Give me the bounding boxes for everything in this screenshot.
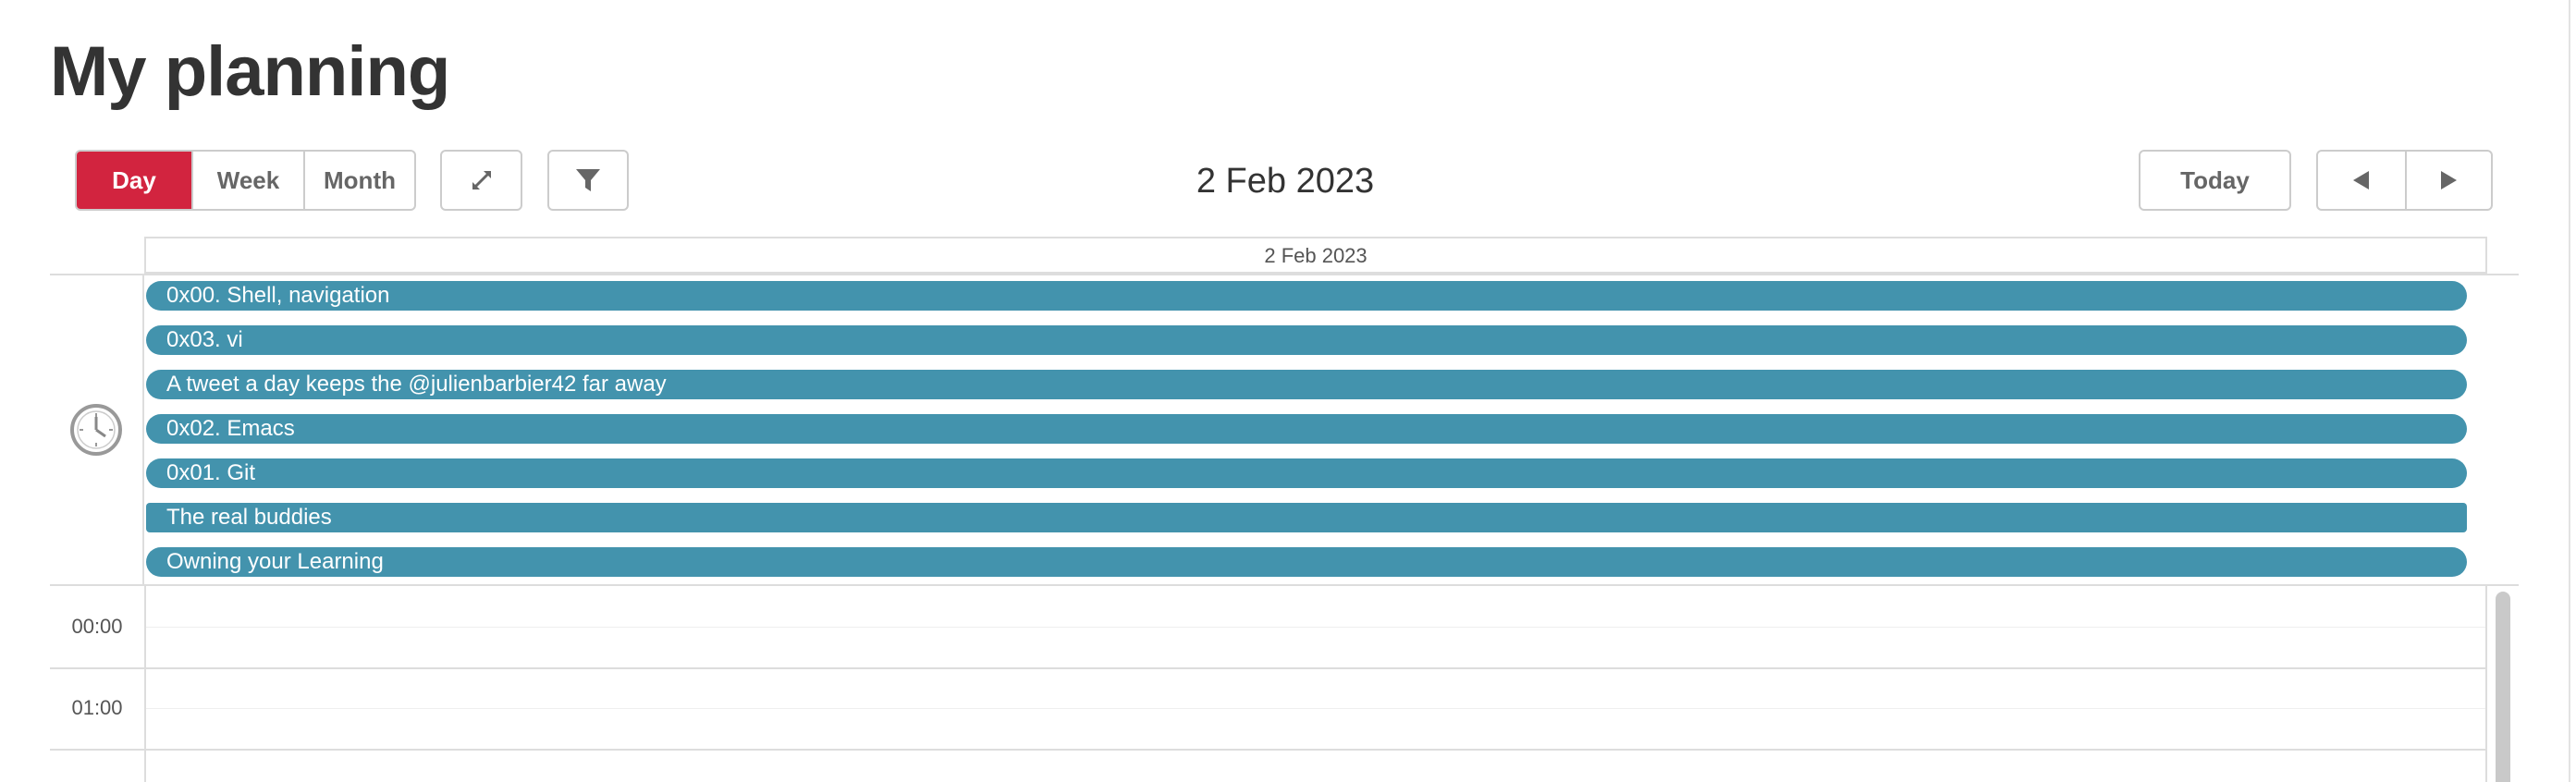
calendar-event[interactable]: 0x02. Emacs <box>146 414 2467 444</box>
hour-line <box>50 667 2487 669</box>
calendar-event[interactable]: Owning your Learning <box>146 547 2467 577</box>
hour-label: 00:00 <box>71 615 123 638</box>
page-edge-divider <box>2569 0 2570 782</box>
all-day-divider <box>50 584 2519 586</box>
time-grid-right-border <box>2485 586 2487 782</box>
hour-label: 01:00 <box>71 696 123 719</box>
view-switcher: Day Week Month <box>75 150 416 211</box>
calendar-grid: 2 Feb 2023 0x00. Shell, <box>50 237 2519 782</box>
calendar-event[interactable]: 0x01. Git <box>146 458 2467 488</box>
clock-icon <box>70 404 122 456</box>
calendar-event[interactable]: 0x03. vi <box>146 325 2467 355</box>
calendar-event[interactable]: The real buddies <box>146 503 2467 532</box>
date-navigation <box>2316 150 2493 211</box>
time-grid-scrollbar[interactable] <box>2496 592 2510 782</box>
page-title: My planning <box>50 32 450 111</box>
half-hour-line <box>146 708 2485 709</box>
day-view-button[interactable]: Day <box>77 152 191 209</box>
today-button[interactable]: Today <box>2139 150 2291 211</box>
month-view-button[interactable]: Month <box>303 152 414 209</box>
previous-button[interactable] <box>2318 152 2405 209</box>
triangle-right-icon <box>2441 171 2458 189</box>
calendar-event[interactable]: A tweet a day keeps the @julienbarbier42… <box>146 370 2467 399</box>
time-axis-divider <box>144 586 146 782</box>
calendar-event[interactable]: 0x00. Shell, navigation <box>146 281 2467 311</box>
all-day-axis <box>50 275 144 584</box>
half-hour-line <box>146 627 2485 628</box>
day-column-header: 2 Feb 2023 <box>144 237 2487 274</box>
all-day-row: 0x00. Shell, navigation 0x03. vi A tweet… <box>50 275 2519 584</box>
header-divider <box>50 274 2519 275</box>
hour-line <box>50 749 2487 751</box>
fullscreen-button[interactable] <box>440 150 522 211</box>
next-button[interactable] <box>2404 152 2492 209</box>
triangle-left-icon <box>2352 171 2369 189</box>
current-date-title: 2 Feb 2023 <box>1196 162 1375 201</box>
expand-arrows-icon <box>472 171 491 189</box>
filter-button[interactable] <box>547 150 629 211</box>
time-grid: 00:00 01:00 <box>50 586 2519 782</box>
funnel-icon <box>576 169 600 191</box>
week-view-button[interactable]: Week <box>191 152 303 209</box>
